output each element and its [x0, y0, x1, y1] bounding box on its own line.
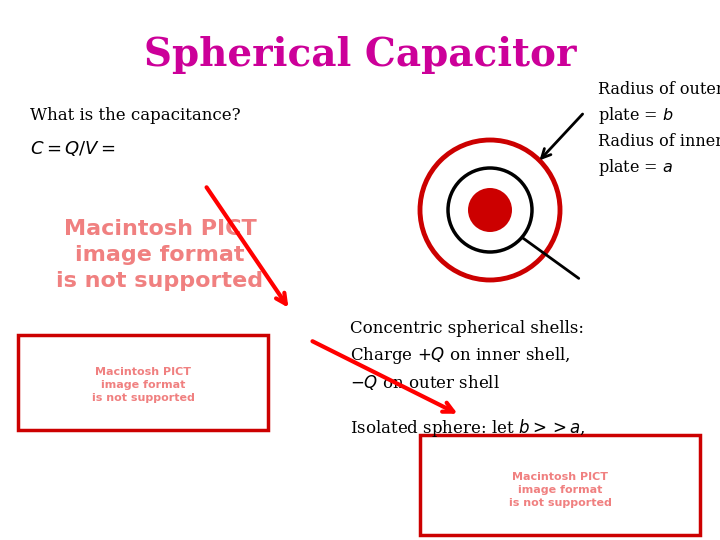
Text: Macintosh PICT
image format
is not supported: Macintosh PICT image format is not suppo… [91, 367, 194, 403]
Text: What is the capacitance?: What is the capacitance? [30, 106, 240, 124]
Text: Spherical Capacitor: Spherical Capacitor [144, 36, 576, 74]
Circle shape [468, 188, 512, 232]
Text: Radius of outer
plate = $b$
Radius of inner
plate = $a$: Radius of outer plate = $b$ Radius of in… [598, 81, 720, 178]
Bar [420, 435, 700, 535]
Bar [18, 335, 268, 430]
Text: $C = Q/V =$: $C = Q/V =$ [30, 138, 116, 158]
Text: Isolated sphere: let $b >> a$,: Isolated sphere: let $b >> a$, [350, 417, 585, 439]
Circle shape [448, 168, 532, 252]
Circle shape [420, 140, 560, 280]
Text: Macintosh PICT
image format
is not supported: Macintosh PICT image format is not suppo… [56, 219, 264, 292]
Text: Concentric spherical shells:
Charge $+Q$ on inner shell,
$-Q$ on outer shell: Concentric spherical shells: Charge $+Q$… [350, 320, 584, 392]
Text: Macintosh PICT
image format
is not supported: Macintosh PICT image format is not suppo… [508, 472, 611, 508]
